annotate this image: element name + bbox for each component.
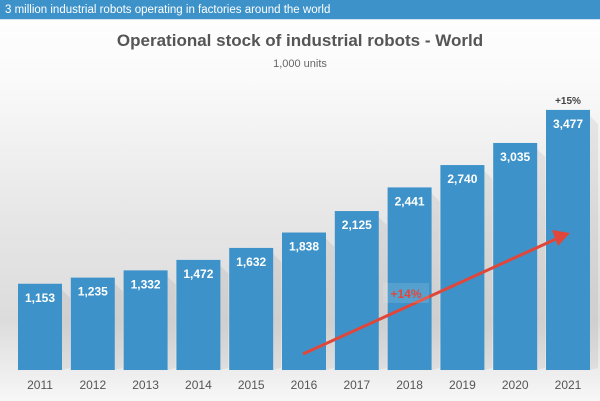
chart-title: Operational stock of industrial robots -… xyxy=(116,31,484,50)
bar-shadow xyxy=(326,238,334,370)
x-tick-label-2019: 2019 xyxy=(449,378,476,392)
data-label-2018: 2,441 xyxy=(395,194,425,208)
bar-2018 xyxy=(387,187,432,370)
x-tick-label-2016: 2016 xyxy=(291,378,318,392)
x-tick-label-2011: 2011 xyxy=(27,378,53,392)
data-label-2015: 1,632 xyxy=(236,255,266,269)
data-label-2014: 1,472 xyxy=(183,267,213,281)
data-label-2011: 1,153 xyxy=(25,291,55,305)
x-tick-label-2013: 2013 xyxy=(132,378,159,392)
chart-subtitle: 1,000 units xyxy=(273,58,327,70)
bar-2013 xyxy=(123,270,168,370)
last-bar-growth-label: +15% xyxy=(555,96,581,107)
bar-2011 xyxy=(18,283,62,370)
bar-shadow xyxy=(220,265,229,370)
data-label-2012: 1,235 xyxy=(78,285,108,299)
banner: 3 million industrial robots operating in… xyxy=(0,0,600,20)
data-label-2019: 2,740 xyxy=(447,172,477,186)
bar-shadow xyxy=(114,283,123,370)
bar-2017 xyxy=(334,211,379,370)
data-label-2016: 1,838 xyxy=(289,240,319,254)
bar-shadow xyxy=(378,217,387,370)
x-tick-label-2018: 2018 xyxy=(396,378,423,392)
bar-2012 xyxy=(70,277,115,370)
x-tick-label-2017: 2017 xyxy=(343,378,370,392)
bar-2015 xyxy=(229,247,274,370)
trend-growth-label: +14% xyxy=(390,287,421,301)
bar-2019 xyxy=(440,165,485,370)
x-tick-label-2020: 2020 xyxy=(502,378,529,392)
bar-shadow xyxy=(62,289,70,370)
trend-arrow xyxy=(302,237,557,356)
bar-shadow xyxy=(431,193,440,370)
bar-shadow xyxy=(273,253,282,370)
bar-shadow xyxy=(167,276,176,370)
trend-arrow-head xyxy=(552,230,570,246)
bar-shadow xyxy=(590,115,598,370)
bar-2014 xyxy=(176,259,221,370)
data-label-2013: 1,332 xyxy=(131,277,161,291)
x-tick-label-2021: 2021 xyxy=(555,378,582,392)
data-label-2020: 3,035 xyxy=(500,150,530,164)
data-label-2021: 3,477 xyxy=(553,117,583,131)
x-tick-label-2012: 2012 xyxy=(79,378,106,392)
x-tick-label-2015: 2015 xyxy=(238,378,265,392)
trend-label-bg xyxy=(383,283,429,303)
x-tick-label-2014: 2014 xyxy=(185,378,212,392)
bar-shadow xyxy=(537,148,546,370)
data-label-2017: 2,125 xyxy=(342,218,372,232)
